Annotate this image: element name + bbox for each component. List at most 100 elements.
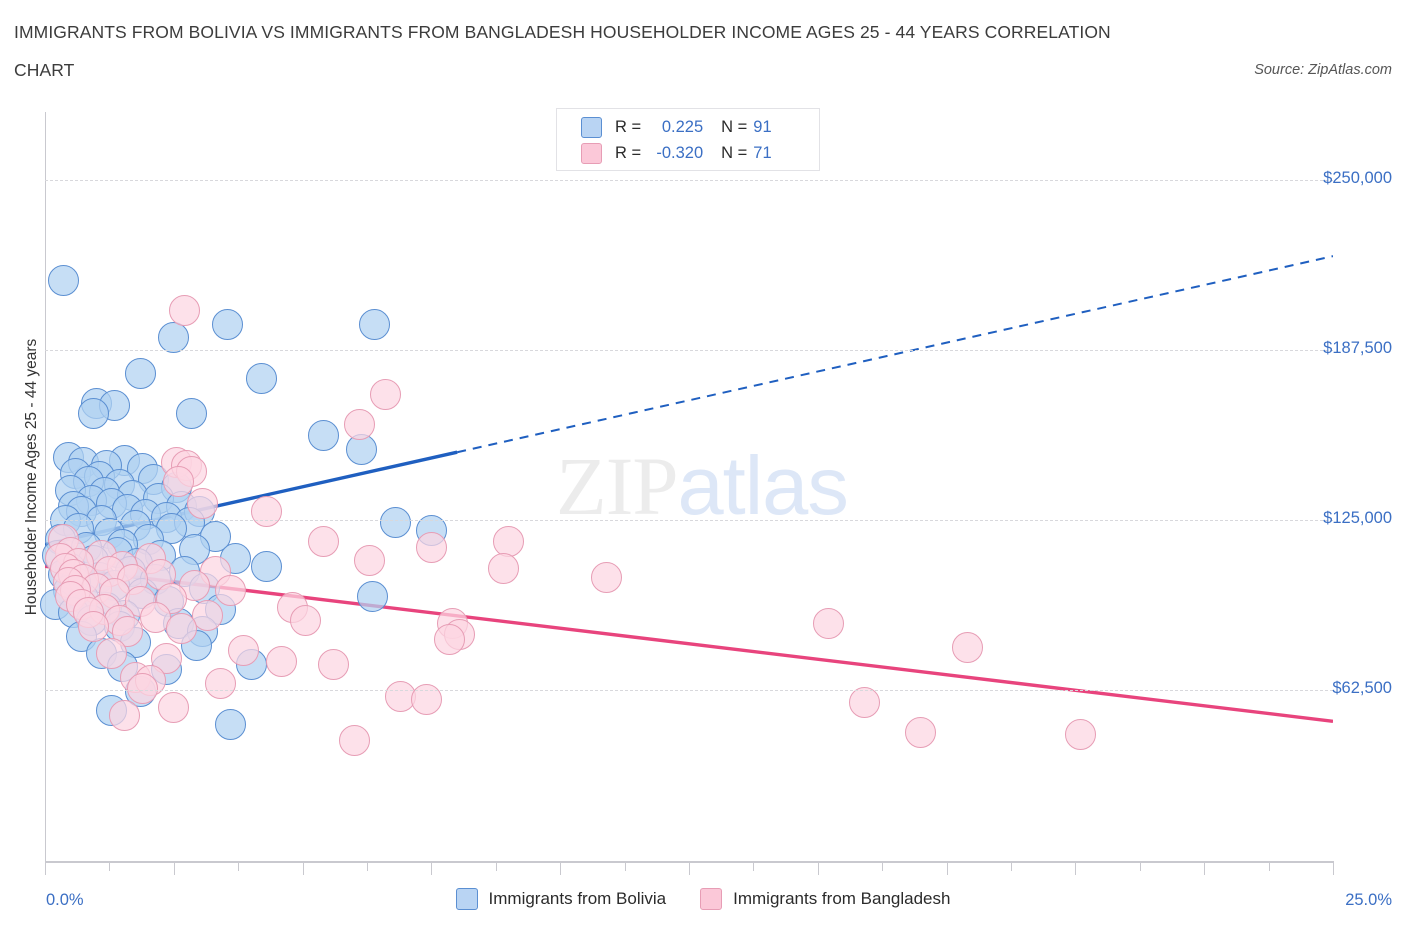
series-legend-item-bolivia[interactable]: Immigrants from Bolivia bbox=[455, 888, 667, 910]
scatter-point[interactable] bbox=[78, 398, 110, 430]
x-axis-tick bbox=[1011, 862, 1012, 871]
x-axis-tick bbox=[367, 862, 368, 871]
trendline-dashed bbox=[456, 255, 1333, 454]
scatter-point[interactable] bbox=[204, 667, 236, 699]
scatter-point[interactable] bbox=[158, 692, 190, 724]
x-axis-tick bbox=[1139, 862, 1141, 871]
stats-row-bangladesh: R = -0.320 N = 71 bbox=[581, 140, 772, 166]
scatter-point[interactable] bbox=[369, 379, 401, 411]
scatter-point[interactable] bbox=[307, 420, 339, 452]
scatter-point[interactable] bbox=[251, 550, 283, 582]
series-swatch-bangladesh-icon bbox=[700, 888, 723, 910]
scatter-point[interactable] bbox=[338, 724, 370, 756]
trendline-solid bbox=[45, 564, 1333, 723]
series-swatch-bolivia-icon bbox=[455, 888, 478, 910]
scatter-point[interactable] bbox=[493, 526, 525, 558]
x-axis-tick bbox=[1268, 862, 1270, 871]
scatter-point[interactable] bbox=[591, 561, 623, 593]
y-axis-title: Householder Income Ages 25 - 44 years bbox=[23, 338, 40, 616]
series-label-bolivia: Immigrants from Bolivia bbox=[488, 889, 667, 908]
scatter-point[interactable] bbox=[191, 599, 223, 631]
chart-title-line2: CHART bbox=[14, 60, 75, 80]
scatter-point[interactable] bbox=[158, 322, 190, 354]
scatter-point[interactable] bbox=[96, 637, 128, 669]
scatter-point[interactable] bbox=[1065, 719, 1097, 751]
n-value-bolivia: 91 bbox=[753, 117, 772, 136]
n-label-bangladesh: N = bbox=[721, 143, 748, 162]
scatter-point[interactable] bbox=[212, 308, 244, 340]
x-axis-tick bbox=[302, 862, 304, 875]
scatter-point[interactable] bbox=[415, 531, 447, 563]
gridline bbox=[45, 350, 1333, 351]
scatter-point[interactable] bbox=[266, 645, 298, 677]
scatter-point[interactable] bbox=[359, 308, 391, 340]
gridline bbox=[45, 690, 1333, 691]
x-axis-tick bbox=[689, 862, 690, 875]
x-axis-tick bbox=[882, 862, 884, 871]
n-value-bangladesh: 71 bbox=[753, 143, 772, 162]
scatter-point[interactable] bbox=[433, 624, 465, 656]
scatter-point[interactable] bbox=[163, 466, 195, 498]
scatter-point[interactable] bbox=[812, 607, 844, 639]
plot-area bbox=[39, 112, 1333, 860]
scatter-point[interactable] bbox=[176, 398, 208, 430]
scatter-point[interactable] bbox=[905, 716, 937, 748]
scatter-point[interactable] bbox=[318, 648, 349, 680]
legend-swatch-pink-icon bbox=[581, 142, 602, 164]
source-label: Source: ZipAtlas.com bbox=[1254, 62, 1392, 78]
x-axis-tick bbox=[45, 862, 46, 875]
x-axis-tick bbox=[109, 862, 111, 871]
chart-title-line1: IMMIGRANTS FROM BOLIVIA VS IMMIGRANTS FR… bbox=[14, 22, 1111, 42]
series-legend-item-bangladesh[interactable]: Immigrants from Bangladesh bbox=[700, 888, 950, 910]
scatter-point[interactable] bbox=[951, 632, 983, 664]
scatter-point[interactable] bbox=[47, 265, 79, 297]
x-axis-tick bbox=[817, 862, 819, 875]
scatter-point[interactable] bbox=[289, 605, 321, 637]
r-label-bangladesh: R = bbox=[615, 143, 642, 162]
scatter-point[interactable] bbox=[78, 610, 110, 642]
x-axis-tick bbox=[173, 862, 175, 875]
r-value-bangladesh: -0.320 bbox=[656, 143, 704, 162]
scatter-point[interactable] bbox=[214, 708, 246, 740]
scatter-point[interactable] bbox=[356, 580, 388, 612]
correlation-stats-legend: R = 0.225 N = 91 R = -0.320 N = 71 bbox=[556, 108, 820, 171]
series-legend: Immigrants from Bolivia Immigrants from … bbox=[0, 888, 1406, 910]
scatter-point[interactable] bbox=[124, 357, 156, 389]
scatter-point[interactable] bbox=[168, 295, 200, 327]
scatter-point[interactable] bbox=[166, 613, 198, 645]
scatter-point[interactable] bbox=[214, 575, 246, 607]
x-axis-tick bbox=[753, 862, 755, 871]
x-axis-min-label: 0.0% bbox=[46, 891, 84, 909]
y-axis-tick-label: $125,000 bbox=[1323, 509, 1392, 527]
scatter-point[interactable] bbox=[343, 409, 375, 441]
scatter-point[interactable] bbox=[379, 507, 411, 539]
scatter-point[interactable] bbox=[127, 673, 159, 705]
scatter-point[interactable] bbox=[245, 363, 277, 395]
y-axis-tick-label: $187,500 bbox=[1323, 339, 1392, 357]
x-axis-max-label: 25.0% bbox=[1345, 891, 1392, 909]
stats-row-bolivia: R = 0.225 N = 91 bbox=[581, 114, 772, 140]
x-axis-tick bbox=[1075, 862, 1077, 875]
y-axis-tick-label: $62,500 bbox=[1332, 679, 1392, 697]
scatter-point[interactable] bbox=[848, 686, 880, 718]
scatter-point[interactable] bbox=[227, 635, 259, 667]
scatter-point[interactable] bbox=[354, 545, 386, 577]
r-label-bolivia: R = bbox=[615, 117, 642, 136]
scatter-point[interactable] bbox=[488, 553, 520, 585]
x-axis-tick bbox=[1204, 862, 1206, 875]
gridline bbox=[45, 520, 1333, 521]
scatter-point[interactable] bbox=[109, 700, 141, 732]
scatter-point[interactable] bbox=[186, 488, 218, 520]
y-axis-line bbox=[45, 112, 46, 862]
x-axis-tick bbox=[495, 862, 497, 871]
gridline bbox=[45, 180, 1333, 181]
n-label-bolivia: N = bbox=[721, 117, 748, 136]
x-axis-tick bbox=[1333, 862, 1334, 875]
series-label-bangladesh: Immigrants from Bangladesh bbox=[733, 889, 951, 908]
scatter-point[interactable] bbox=[251, 496, 283, 528]
r-value-bolivia: 0.225 bbox=[661, 117, 704, 136]
x-axis-tick bbox=[624, 862, 626, 871]
scatter-point[interactable] bbox=[410, 684, 442, 716]
scatter-point[interactable] bbox=[307, 526, 339, 558]
